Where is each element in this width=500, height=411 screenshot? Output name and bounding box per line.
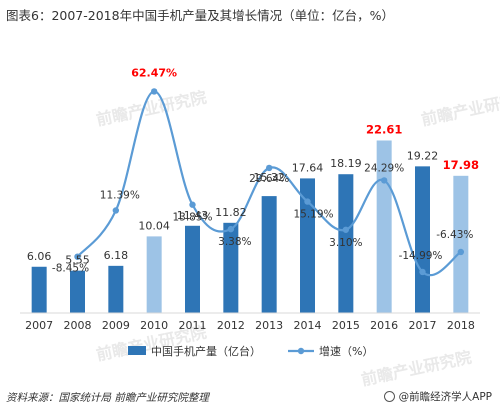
x-tick-label: 2014 xyxy=(294,319,322,332)
x-tick-label: 2013 xyxy=(255,319,283,332)
source-note: 资料来源：国家统计局 前瞻产业研究院整理 xyxy=(6,392,209,404)
x-tick-label: 2011 xyxy=(179,319,207,332)
bar-2008 xyxy=(70,270,85,313)
growth-value-label: 3.10% xyxy=(329,237,362,249)
bar-2009 xyxy=(108,265,124,313)
bar-value-label: 17.64 xyxy=(292,161,324,174)
bar-value-label: 10.04 xyxy=(138,219,170,232)
x-tick-label: 2010 xyxy=(140,319,168,332)
bar-2013 xyxy=(261,196,277,313)
growth-value-label: 11.39% xyxy=(100,189,140,201)
production-growth-chart: 2007 2008 2009 2010 2011 2012 2013 2014 2015 2016… xyxy=(20,66,480,358)
x-tick-label: 2017 xyxy=(409,319,437,332)
growth-point-2018 xyxy=(457,248,465,256)
growth-value-label: 15.19% xyxy=(293,209,333,221)
growth-value-label: 24.29% xyxy=(364,162,404,174)
growth-point-2013 xyxy=(265,164,273,172)
bar-value-label: 6.18 xyxy=(104,249,129,262)
bar-value-label: 11.43 xyxy=(177,209,209,222)
x-tick-label: 2007 xyxy=(25,319,53,332)
growth-point-2014 xyxy=(304,198,311,205)
bar-value-label: 11.82 xyxy=(215,206,247,219)
growth-value-label: -6.43% xyxy=(436,229,473,241)
bar-2015 xyxy=(338,174,354,313)
x-tick-label: 2016 xyxy=(370,319,398,332)
bar-value-label: 17.98 xyxy=(443,158,479,172)
bar-2017 xyxy=(415,166,430,313)
brand-label: @前瞻经济学人APP xyxy=(398,391,492,403)
legend-bar-label: 中国手机产量（亿台） xyxy=(151,344,261,358)
growth-value-label: 3.38% xyxy=(218,236,251,248)
bar-2007 xyxy=(31,266,47,313)
chart-title: 图表6：2007-2018年中国手机产量及其增长情况（单位：亿台，%） xyxy=(6,8,394,23)
growth-line xyxy=(76,90,462,277)
growth-value-label: -8.45% xyxy=(52,263,89,275)
bar-value-label: 19.22 xyxy=(407,149,439,162)
bar-value-label: 22.61 xyxy=(366,122,402,136)
growth-point-2010 xyxy=(150,88,158,95)
x-tick-label: 2018 xyxy=(447,319,475,332)
growth-point-2016 xyxy=(380,177,388,184)
bar-2014 xyxy=(300,178,315,313)
growth-value-label: 13.85% xyxy=(172,212,212,224)
growth-point-2017 xyxy=(419,268,426,276)
legend-line-label: 增速（%） xyxy=(319,344,373,358)
bar-2018 xyxy=(453,175,469,313)
growth-point-2008 xyxy=(74,253,81,260)
legend-bar-swatch xyxy=(128,346,146,355)
brand-mark: @前瞻经济学人APP xyxy=(383,389,492,404)
x-tick-label: 2008 xyxy=(64,319,92,332)
bar-value-label: 18.19 xyxy=(330,157,362,170)
brand-icon xyxy=(383,391,395,402)
growth-value-label: -14.99% xyxy=(399,250,443,262)
growth-point-2015 xyxy=(342,226,350,233)
x-tick-label: 2015 xyxy=(332,319,360,332)
bar-2010 xyxy=(146,236,162,313)
growth-value-label: 62.47% xyxy=(131,66,177,79)
x-tick-label: 2012 xyxy=(217,319,245,332)
growth-value-label: 29.64% xyxy=(249,173,289,185)
bar-value-label: 6.06 xyxy=(27,250,52,263)
bar-value-label: 15.32 xyxy=(253,171,285,184)
bar-2011 xyxy=(185,225,200,313)
growth-point-2012 xyxy=(227,225,235,233)
growth-point-2009 xyxy=(112,207,120,214)
x-tick-label: 2009 xyxy=(102,319,130,332)
bar-2012 xyxy=(223,222,239,313)
legend-line-marker xyxy=(297,347,305,355)
growth-point-2011 xyxy=(189,201,196,208)
bar-value-label: 5.55 xyxy=(65,254,90,267)
